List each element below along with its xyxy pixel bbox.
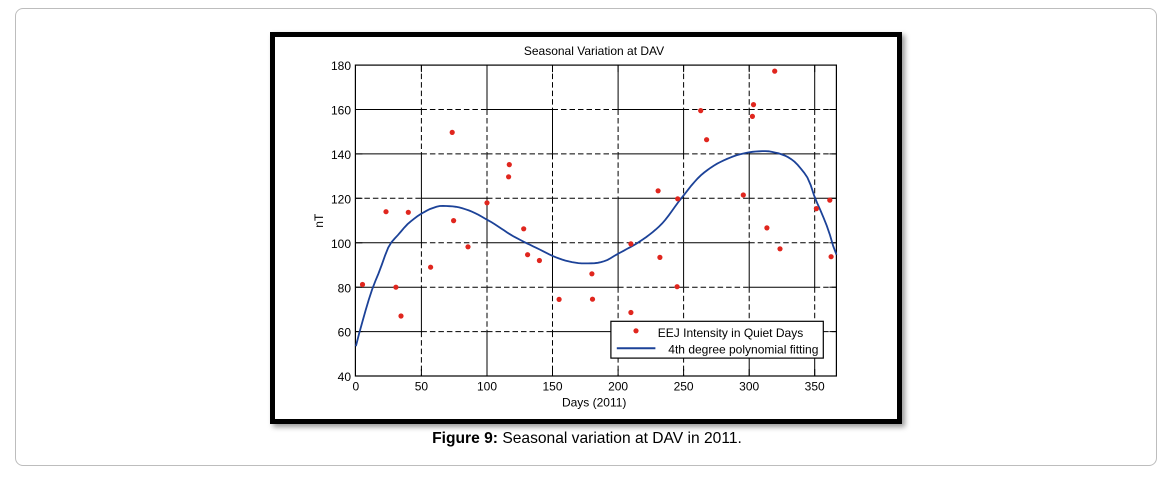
svg-text:EEJ Intensity in Quiet Days: EEJ Intensity in Quiet Days: [658, 326, 803, 340]
svg-text:60: 60: [338, 326, 352, 340]
svg-text:140: 140: [331, 148, 351, 162]
svg-text:180: 180: [331, 59, 351, 73]
svg-text:50: 50: [415, 380, 429, 394]
svg-text:100: 100: [477, 380, 497, 394]
svg-text:120: 120: [331, 192, 351, 206]
svg-text:40: 40: [338, 370, 352, 384]
svg-text:4th degree polynomial fitting: 4th degree polynomial fitting: [668, 342, 818, 356]
svg-text:Seasonal Variation at DAV: Seasonal Variation at DAV: [524, 44, 664, 58]
svg-text:nT: nT: [312, 213, 326, 228]
svg-text:200: 200: [608, 380, 628, 394]
svg-text:250: 250: [674, 380, 694, 394]
svg-text:300: 300: [739, 380, 759, 394]
svg-text:80: 80: [338, 281, 352, 295]
svg-text:150: 150: [542, 380, 562, 394]
svg-text:0: 0: [353, 380, 360, 394]
svg-text:Days (2011): Days (2011): [562, 396, 626, 410]
svg-text:100: 100: [331, 237, 351, 251]
svg-text:350: 350: [805, 380, 825, 394]
svg-text:160: 160: [331, 104, 351, 118]
